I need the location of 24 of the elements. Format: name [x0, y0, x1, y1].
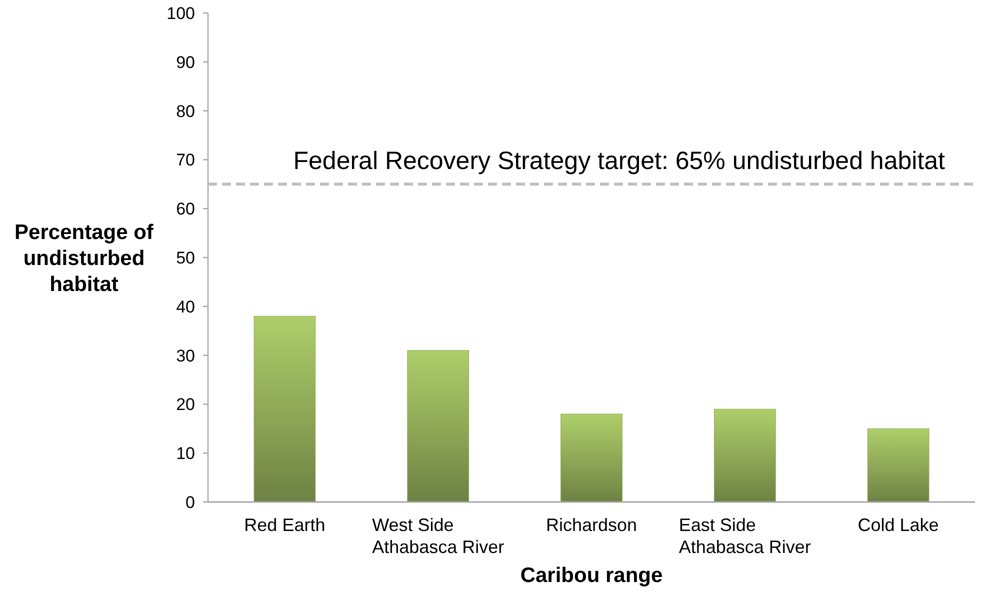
y-tick-label: 50 — [176, 248, 195, 268]
x-tick-label: East Side Athabasca River — [678, 515, 811, 557]
y-tick-label: 30 — [176, 346, 195, 366]
bar — [714, 408, 776, 502]
y-axis-title: Percentage of undisturbed habitat — [14, 220, 154, 296]
bar — [867, 428, 930, 502]
y-tick-label: 0 — [186, 492, 195, 512]
y-tick-label: 10 — [176, 444, 195, 464]
y-tick-label: 60 — [176, 200, 195, 219]
bar — [407, 350, 470, 502]
y-tick-label: 90 — [176, 52, 195, 72]
y-tick-label: 70 — [176, 150, 195, 170]
bar — [560, 414, 622, 502]
bar — [254, 316, 316, 502]
y-tick-label: 40 — [176, 297, 195, 316]
x-tick-label: Richardson — [546, 515, 638, 535]
y-tick-label: 80 — [176, 102, 195, 121]
x-tick-label: Cold Lake — [858, 515, 939, 535]
y-tick-label: 20 — [176, 395, 195, 414]
ref-line-label: Federal Recovery Strategy target: 65% undisturbed habitat — [293, 147, 946, 176]
x-tick-label: Red Earth — [244, 515, 326, 535]
x-axis-title: Caribou range — [520, 564, 663, 587]
y-tick-label: 100 — [166, 4, 195, 23]
x-tick-label: West Side Athabasca River — [372, 515, 504, 557]
